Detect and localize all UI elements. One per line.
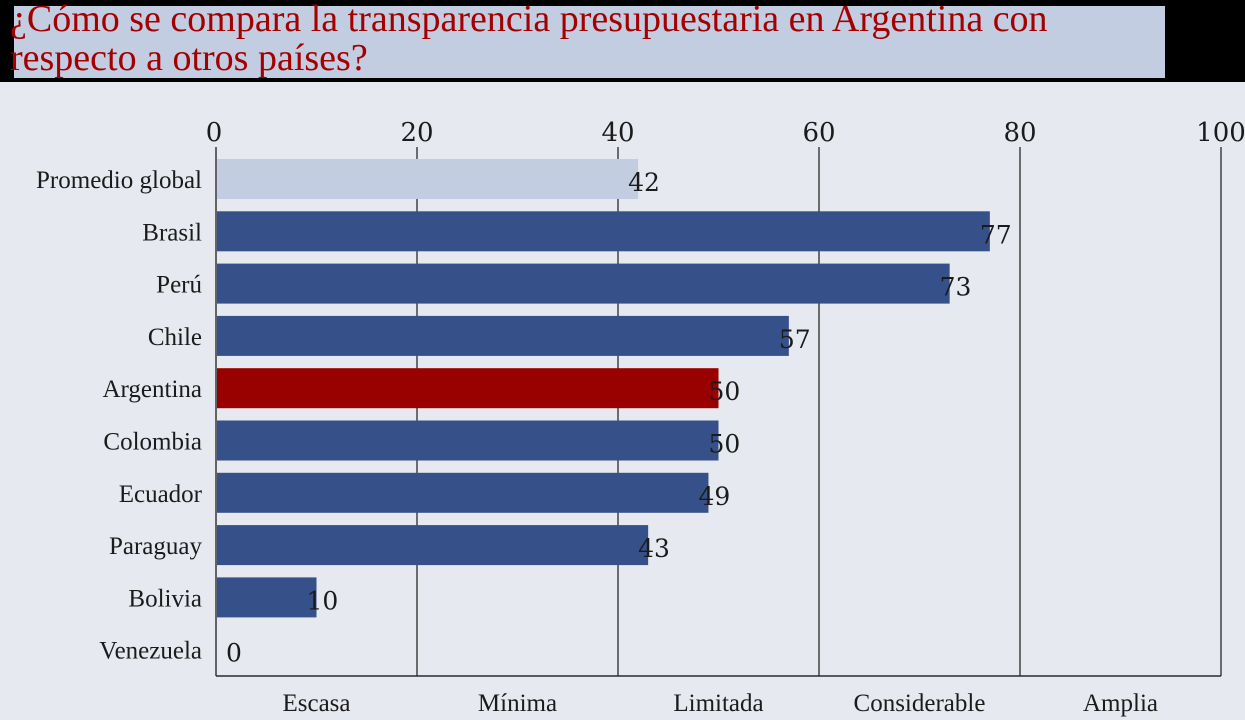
title-highlight-band: [14, 6, 1165, 78]
bar: [217, 263, 950, 304]
value-label: 0: [226, 639, 242, 668]
bar: [217, 472, 709, 513]
band-label: Limitada: [673, 690, 763, 717]
x-tick-label: 60: [802, 118, 835, 148]
band-labels: Escasa Mínima Limitada Considerable Amplia: [282, 690, 1158, 717]
band-label: Escasa: [282, 690, 350, 717]
category-label: Colombia: [103, 429, 202, 456]
axes: [215, 147, 1221, 677]
title-box: ¿Cómo se compara la transparencia presup…: [0, 0, 1165, 80]
bar: [217, 315, 789, 356]
category-label: Venezuela: [99, 638, 202, 665]
category-label: Chile: [148, 324, 202, 351]
value-label: 10: [307, 586, 339, 615]
category-label: Ecuador: [119, 481, 203, 508]
value-label: 73: [940, 273, 972, 302]
x-tick-label: 80: [1003, 118, 1036, 148]
x-axis-tick-labels: 0 20 40 60 80 100: [206, 118, 1245, 148]
bars: [217, 159, 990, 618]
bar: [217, 420, 719, 461]
value-label: 43: [638, 534, 670, 563]
value-label: 50: [709, 430, 741, 459]
category-label: Bolivia: [128, 585, 202, 612]
bar: [217, 159, 639, 199]
category-label: Brasil: [142, 219, 202, 246]
bar: [217, 368, 719, 409]
value-labels: 42 77 73 57 50 50 49 43 10 0: [226, 168, 1012, 668]
value-label: 77: [980, 220, 1012, 249]
value-label: 57: [779, 325, 811, 354]
x-tick-label: 0: [206, 118, 223, 148]
x-tick-label: 20: [400, 118, 433, 148]
category-label: Argentina: [102, 376, 202, 403]
category-label: Paraguay: [109, 533, 203, 560]
bar: [217, 525, 649, 566]
chart-title: ¿Cómo se compara la transparencia presup…: [10, 0, 1048, 79]
x-tick-label: 100: [1196, 118, 1245, 148]
value-label: 50: [709, 377, 741, 406]
band-label: Considerable: [854, 690, 986, 717]
value-label: 49: [698, 482, 730, 511]
bar: [217, 577, 317, 618]
x-tick-label: 40: [601, 118, 634, 148]
category-label: Promedio global: [36, 167, 202, 194]
value-label: 42: [628, 168, 660, 197]
band-label: Amplia: [1083, 690, 1158, 717]
band-label: Mínima: [478, 690, 557, 717]
bar: [217, 211, 990, 252]
category-labels: Promedio global Brasil Perú Chile Argentina C…: [36, 167, 203, 665]
category-label: Perú: [156, 272, 202, 299]
